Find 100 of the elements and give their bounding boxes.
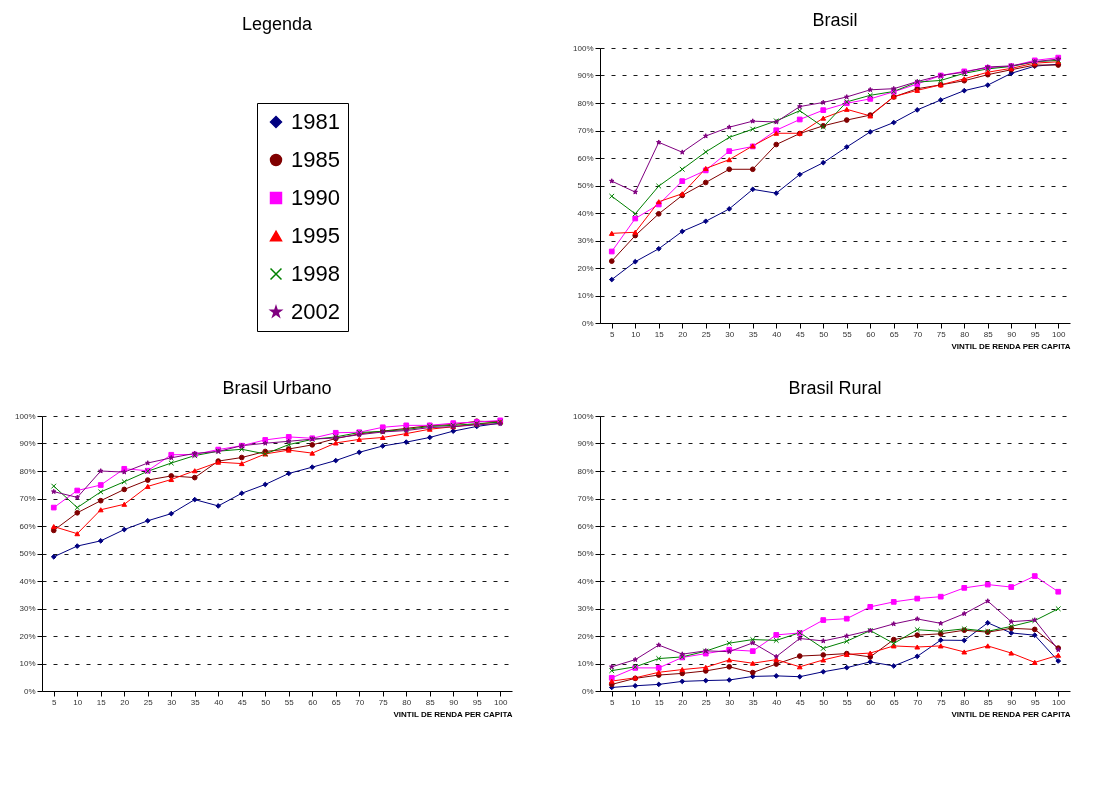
x-tick-label: 75 <box>936 329 947 339</box>
x-tick-label: 80 <box>960 329 970 339</box>
x-tick-label: 50 <box>261 697 271 707</box>
x-tick-label: 35 <box>190 697 201 707</box>
y-tick-label: 0% <box>581 318 594 328</box>
x-tick-label: 65 <box>889 329 900 339</box>
x-tick-label: 100 <box>1052 329 1066 339</box>
x-tick-label: 90 <box>1007 329 1017 339</box>
x-tick-label: 60 <box>308 697 318 707</box>
y-tick-label: 30% <box>19 604 36 613</box>
x-tick-label: 45 <box>795 329 806 339</box>
x-tick-label: 25 <box>701 697 712 707</box>
x-tick-label: 85 <box>983 697 994 707</box>
x-tick-label: 25 <box>143 697 154 707</box>
y-tick-label: 60% <box>577 153 594 163</box>
legend-label: 2002 <box>291 299 340 324</box>
y-tick-label: 30% <box>577 236 594 245</box>
x-tick-label: 35 <box>748 329 759 339</box>
x-tick-label: 75 <box>936 697 947 707</box>
y-tick-label: 80% <box>577 466 594 476</box>
y-tick-label: 70% <box>577 126 594 135</box>
x-tick-label: 20 <box>120 697 130 707</box>
legend-label: 1985 <box>291 147 340 172</box>
y-tick-label: 60% <box>19 521 36 531</box>
chart-title: Brasil Urbano <box>222 378 332 398</box>
x-tick-label: 90 <box>449 697 459 707</box>
x-tick-label: 50 <box>819 697 829 707</box>
x-tick-label: 65 <box>331 697 342 707</box>
y-tick-label: 50% <box>577 549 594 558</box>
x-tick-label: 55 <box>284 697 295 707</box>
x-tick-label: 5 <box>52 697 58 707</box>
x-axis-title: VINTIL DE RENDA PER CAPITA <box>951 709 1071 719</box>
x-tick-label: 60 <box>866 697 876 707</box>
x-tick-label: 80 <box>402 697 412 707</box>
y-tick-label: 10% <box>577 291 594 300</box>
x-tick-label: 20 <box>678 697 688 707</box>
y-tick-label: 40% <box>19 576 36 586</box>
y-tick-label: 10% <box>577 659 594 668</box>
y-tick-label: 100% <box>573 411 594 421</box>
x-tick-label: 95 <box>1030 329 1041 339</box>
x-tick-label: 15 <box>96 697 107 707</box>
x-tick-label: 15 <box>654 697 665 707</box>
x-tick-label: 10 <box>631 697 641 707</box>
x-tick-label: 20 <box>678 329 688 339</box>
y-tick-label: 90% <box>577 71 594 80</box>
x-tick-label: 45 <box>795 697 806 707</box>
x-tick-label: 15 <box>654 329 665 339</box>
legend-label: 1990 <box>291 185 340 210</box>
x-tick-label: 55 <box>842 329 853 339</box>
y-tick-label: 20% <box>577 263 594 273</box>
y-tick-label: 80% <box>19 466 36 476</box>
y-tick-label: 10% <box>19 659 36 668</box>
x-tick-label: 70 <box>913 697 923 707</box>
x-tick-label: 30 <box>725 697 735 707</box>
x-tick-label: 75 <box>378 697 389 707</box>
y-tick-label: 20% <box>19 631 36 641</box>
y-tick-label: 70% <box>19 494 36 503</box>
x-tick-label: 5 <box>610 329 616 339</box>
y-tick-label: 40% <box>577 208 594 218</box>
x-tick-label: 25 <box>701 329 712 339</box>
x-tick-label: 55 <box>842 697 853 707</box>
legend-title: Legenda <box>241 14 314 34</box>
y-tick-label: 50% <box>19 549 36 558</box>
y-tick-label: 60% <box>577 521 594 531</box>
legend-label: 1995 <box>291 223 340 248</box>
x-tick-label: 70 <box>355 697 365 707</box>
y-tick-label: 20% <box>577 631 594 641</box>
x-tick-label: 100 <box>1052 697 1066 707</box>
x-tick-label: 95 <box>1030 697 1041 707</box>
x-axis-title: VINTIL DE RENDA PER CAPITA <box>951 341 1071 351</box>
x-tick-label: 40 <box>214 697 224 707</box>
x-tick-label: 40 <box>772 697 782 707</box>
y-tick-label: 50% <box>577 181 594 190</box>
x-tick-label: 90 <box>1007 697 1017 707</box>
y-tick-label: 40% <box>577 576 594 586</box>
chart-title: Brasil Rural <box>788 378 882 398</box>
x-tick-label: 30 <box>167 697 177 707</box>
x-tick-label: 50 <box>819 329 829 339</box>
legend-label: 1998 <box>291 261 340 286</box>
x-axis-title: VINTIL DE RENDA PER CAPITA <box>393 709 513 719</box>
y-tick-label: 0% <box>23 686 36 696</box>
y-tick-label: 100% <box>15 411 36 421</box>
x-tick-label: 100 <box>494 697 508 707</box>
x-tick-label: 10 <box>631 329 641 339</box>
x-tick-label: 85 <box>425 697 436 707</box>
x-tick-label: 85 <box>983 329 994 339</box>
x-tick-label: 45 <box>237 697 248 707</box>
x-tick-label: 10 <box>73 697 83 707</box>
y-tick-label: 90% <box>577 439 594 448</box>
x-tick-label: 40 <box>772 329 782 339</box>
x-tick-label: 95 <box>472 697 483 707</box>
x-tick-label: 35 <box>748 697 759 707</box>
y-tick-label: 0% <box>581 686 594 696</box>
x-tick-label: 65 <box>889 697 900 707</box>
chart-title: Brasil <box>812 10 858 30</box>
y-tick-label: 100% <box>573 43 594 53</box>
x-tick-label: 30 <box>725 329 735 339</box>
x-tick-label: 60 <box>866 329 876 339</box>
y-tick-label: 90% <box>19 439 36 448</box>
x-tick-label: 5 <box>610 697 616 707</box>
